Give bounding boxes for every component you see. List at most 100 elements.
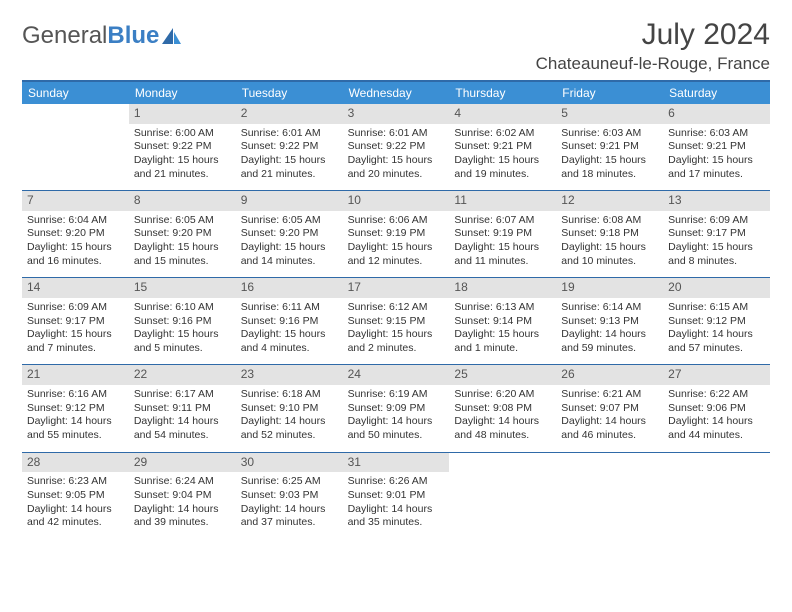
day-number: 16 xyxy=(236,278,343,298)
daylight: Daylight: 14 hours and 35 minutes. xyxy=(348,503,445,530)
day-body: Sunrise: 6:01 AMSunset: 9:22 PMDaylight:… xyxy=(343,124,450,191)
day-cell: 8Sunrise: 6:05 AMSunset: 9:20 PMDaylight… xyxy=(129,191,236,277)
sunset: Sunset: 9:14 PM xyxy=(454,315,551,329)
week-row: 21Sunrise: 6:16 AMSunset: 9:12 PMDayligh… xyxy=(22,364,770,451)
day-cell: 28Sunrise: 6:23 AMSunset: 9:05 PMDayligh… xyxy=(22,453,129,539)
sunrise: Sunrise: 6:00 AM xyxy=(134,127,231,141)
day-number: 28 xyxy=(22,453,129,473)
sunrise: Sunrise: 6:21 AM xyxy=(561,388,658,402)
day-number: 11 xyxy=(449,191,556,211)
sunset: Sunset: 9:08 PM xyxy=(454,402,551,416)
month-title: July 2024 xyxy=(536,18,770,52)
daylight: Daylight: 14 hours and 52 minutes. xyxy=(241,415,338,442)
day-cell: 29Sunrise: 6:24 AMSunset: 9:04 PMDayligh… xyxy=(129,453,236,539)
sunrise: Sunrise: 6:25 AM xyxy=(241,475,338,489)
day-cell: 1Sunrise: 6:00 AMSunset: 9:22 PMDaylight… xyxy=(129,104,236,190)
day-cell: 7Sunrise: 6:04 AMSunset: 9:20 PMDaylight… xyxy=(22,191,129,277)
day-body: Sunrise: 6:04 AMSunset: 9:20 PMDaylight:… xyxy=(22,211,129,278)
sunset: Sunset: 9:15 PM xyxy=(348,315,445,329)
sunrise: Sunrise: 6:09 AM xyxy=(668,214,765,228)
sunset: Sunset: 9:17 PM xyxy=(27,315,124,329)
sunrise: Sunrise: 6:16 AM xyxy=(27,388,124,402)
sunset: Sunset: 9:11 PM xyxy=(134,402,231,416)
daylight: Daylight: 15 hours and 18 minutes. xyxy=(561,154,658,181)
day-number: 15 xyxy=(129,278,236,298)
sunrise: Sunrise: 6:09 AM xyxy=(27,301,124,315)
sunrise: Sunrise: 6:01 AM xyxy=(348,127,445,141)
sunrise: Sunrise: 6:12 AM xyxy=(348,301,445,315)
day-body: Sunrise: 6:05 AMSunset: 9:20 PMDaylight:… xyxy=(236,211,343,278)
day-body: Sunrise: 6:18 AMSunset: 9:10 PMDaylight:… xyxy=(236,385,343,452)
daylight: Daylight: 15 hours and 10 minutes. xyxy=(561,241,658,268)
logo: GeneralBlue xyxy=(22,18,183,50)
day-number: 7 xyxy=(22,191,129,211)
sunset: Sunset: 9:09 PM xyxy=(348,402,445,416)
dayname: Sunday xyxy=(22,82,129,104)
calendar: Sunday Monday Tuesday Wednesday Thursday… xyxy=(22,80,770,539)
daylight: Daylight: 14 hours and 39 minutes. xyxy=(134,503,231,530)
day-number: 18 xyxy=(449,278,556,298)
daylight: Daylight: 15 hours and 2 minutes. xyxy=(348,328,445,355)
dayname: Saturday xyxy=(663,82,770,104)
dayname: Monday xyxy=(129,82,236,104)
day-cell: 31Sunrise: 6:26 AMSunset: 9:01 PMDayligh… xyxy=(343,453,450,539)
daylight: Daylight: 14 hours and 50 minutes. xyxy=(348,415,445,442)
sunrise: Sunrise: 6:18 AM xyxy=(241,388,338,402)
sunrise: Sunrise: 6:17 AM xyxy=(134,388,231,402)
sunset: Sunset: 9:17 PM xyxy=(668,227,765,241)
daylight: Daylight: 14 hours and 59 minutes. xyxy=(561,328,658,355)
sunset: Sunset: 9:18 PM xyxy=(561,227,658,241)
header: GeneralBlue July 2024 Chateauneuf-le-Rou… xyxy=(22,18,770,74)
day-number: 2 xyxy=(236,104,343,124)
day-cell: 17Sunrise: 6:12 AMSunset: 9:15 PMDayligh… xyxy=(343,278,450,364)
day-body: Sunrise: 6:09 AMSunset: 9:17 PMDaylight:… xyxy=(22,298,129,365)
week-row: 28Sunrise: 6:23 AMSunset: 9:05 PMDayligh… xyxy=(22,452,770,539)
day-body: Sunrise: 6:11 AMSunset: 9:16 PMDaylight:… xyxy=(236,298,343,365)
day-number: 25 xyxy=(449,365,556,385)
day-cell xyxy=(22,104,129,190)
sunset: Sunset: 9:06 PM xyxy=(668,402,765,416)
sunset: Sunset: 9:01 PM xyxy=(348,489,445,503)
sunrise: Sunrise: 6:11 AM xyxy=(241,301,338,315)
daylight: Daylight: 14 hours and 42 minutes. xyxy=(27,503,124,530)
daylight: Daylight: 15 hours and 8 minutes. xyxy=(668,241,765,268)
sunrise: Sunrise: 6:24 AM xyxy=(134,475,231,489)
day-body: Sunrise: 6:12 AMSunset: 9:15 PMDaylight:… xyxy=(343,298,450,365)
sunset: Sunset: 9:20 PM xyxy=(134,227,231,241)
sunrise: Sunrise: 6:05 AM xyxy=(134,214,231,228)
day-cell: 25Sunrise: 6:20 AMSunset: 9:08 PMDayligh… xyxy=(449,365,556,451)
day-body: Sunrise: 6:19 AMSunset: 9:09 PMDaylight:… xyxy=(343,385,450,452)
daylight: Daylight: 15 hours and 15 minutes. xyxy=(134,241,231,268)
day-cell: 9Sunrise: 6:05 AMSunset: 9:20 PMDaylight… xyxy=(236,191,343,277)
day-number: 26 xyxy=(556,365,663,385)
daylight: Daylight: 14 hours and 54 minutes. xyxy=(134,415,231,442)
sunrise: Sunrise: 6:23 AM xyxy=(27,475,124,489)
daynames-row: Sunday Monday Tuesday Wednesday Thursday… xyxy=(22,82,770,104)
day-body: Sunrise: 6:03 AMSunset: 9:21 PMDaylight:… xyxy=(556,124,663,191)
daylight: Daylight: 14 hours and 57 minutes. xyxy=(668,328,765,355)
daylight: Daylight: 15 hours and 16 minutes. xyxy=(27,241,124,268)
sunset: Sunset: 9:03 PM xyxy=(241,489,338,503)
day-cell: 30Sunrise: 6:25 AMSunset: 9:03 PMDayligh… xyxy=(236,453,343,539)
logo-sail-icon xyxy=(161,26,183,46)
day-body: Sunrise: 6:16 AMSunset: 9:12 PMDaylight:… xyxy=(22,385,129,452)
day-number: 1 xyxy=(129,104,236,124)
sunrise: Sunrise: 6:04 AM xyxy=(27,214,124,228)
sunrise: Sunrise: 6:06 AM xyxy=(348,214,445,228)
week-row: 7Sunrise: 6:04 AMSunset: 9:20 PMDaylight… xyxy=(22,190,770,277)
daylight: Daylight: 15 hours and 17 minutes. xyxy=(668,154,765,181)
sunset: Sunset: 9:19 PM xyxy=(348,227,445,241)
day-body: Sunrise: 6:25 AMSunset: 9:03 PMDaylight:… xyxy=(236,472,343,539)
day-number: 17 xyxy=(343,278,450,298)
week-row: 14Sunrise: 6:09 AMSunset: 9:17 PMDayligh… xyxy=(22,277,770,364)
daylight: Daylight: 15 hours and 14 minutes. xyxy=(241,241,338,268)
daylight: Daylight: 15 hours and 4 minutes. xyxy=(241,328,338,355)
daylight: Daylight: 15 hours and 19 minutes. xyxy=(454,154,551,181)
day-number: 20 xyxy=(663,278,770,298)
sunrise: Sunrise: 6:19 AM xyxy=(348,388,445,402)
sunset: Sunset: 9:12 PM xyxy=(668,315,765,329)
sunrise: Sunrise: 6:10 AM xyxy=(134,301,231,315)
week-row: 1Sunrise: 6:00 AMSunset: 9:22 PMDaylight… xyxy=(22,104,770,190)
sunset: Sunset: 9:21 PM xyxy=(454,140,551,154)
sunset: Sunset: 9:19 PM xyxy=(454,227,551,241)
